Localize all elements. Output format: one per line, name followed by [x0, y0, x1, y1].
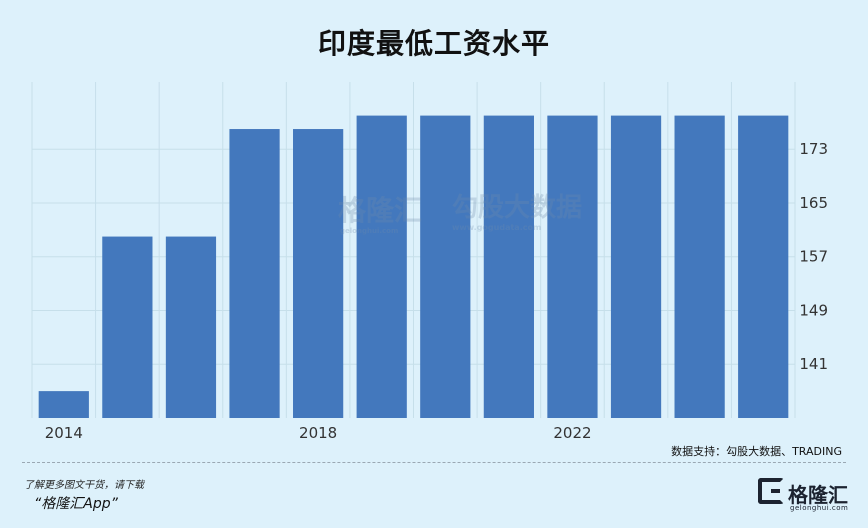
data-source: 数据支持：勾股大数据、TRADING	[671, 445, 842, 458]
y-tick-149: 149	[799, 301, 828, 319]
promo-text: 了解更多图文干货，请下载	[24, 480, 144, 491]
y-tick-141: 141	[799, 355, 828, 373]
logo-name: 格隆汇	[788, 483, 848, 507]
bar-2018	[293, 129, 344, 419]
x-tick-2014: 2014	[45, 424, 83, 442]
x-tick-2018: 2018	[299, 424, 337, 442]
x-axis-labels: 2014 2018 2022	[45, 424, 592, 442]
bars	[38, 115, 789, 419]
bar-2023	[610, 115, 662, 418]
bar-2014	[38, 391, 89, 418]
y-axis-labels: 141 149 157 165 173	[799, 140, 828, 373]
bar-2017	[229, 129, 280, 419]
watermark-brand-url: gelonghui.com	[340, 227, 398, 235]
bar-2016	[165, 236, 217, 418]
bar-2021	[483, 115, 534, 418]
divider	[22, 462, 846, 463]
bar-2022	[547, 115, 598, 418]
bar-2015	[102, 236, 153, 418]
bar-2019	[356, 115, 407, 418]
bar-2024	[674, 115, 725, 418]
watermark-text: 勾股大数据	[452, 193, 582, 223]
y-tick-165: 165	[799, 194, 828, 212]
grid-lines	[31, 82, 796, 418]
logo-url: gelonghui.com	[790, 504, 849, 512]
x-tick-2022: 2022	[553, 424, 591, 442]
g-logo-icon	[758, 478, 784, 504]
bar-2025	[738, 115, 789, 418]
bar-2020	[420, 115, 471, 418]
y-tick-173: 173	[799, 140, 828, 158]
watermark: 格隆汇 gelonghui.com 勾股大数据 www.gogudata.com	[338, 193, 582, 235]
watermark-url: www.gogudata.com	[452, 223, 541, 232]
chart-title: 印度最低工资水平	[317, 27, 550, 60]
y-tick-157: 157	[799, 248, 828, 266]
promo-app-name: “格隆汇App”	[34, 496, 118, 512]
watermark-brand: 格隆汇	[338, 194, 422, 227]
brand-logo: 格隆汇 gelonghui.com	[758, 476, 850, 520]
